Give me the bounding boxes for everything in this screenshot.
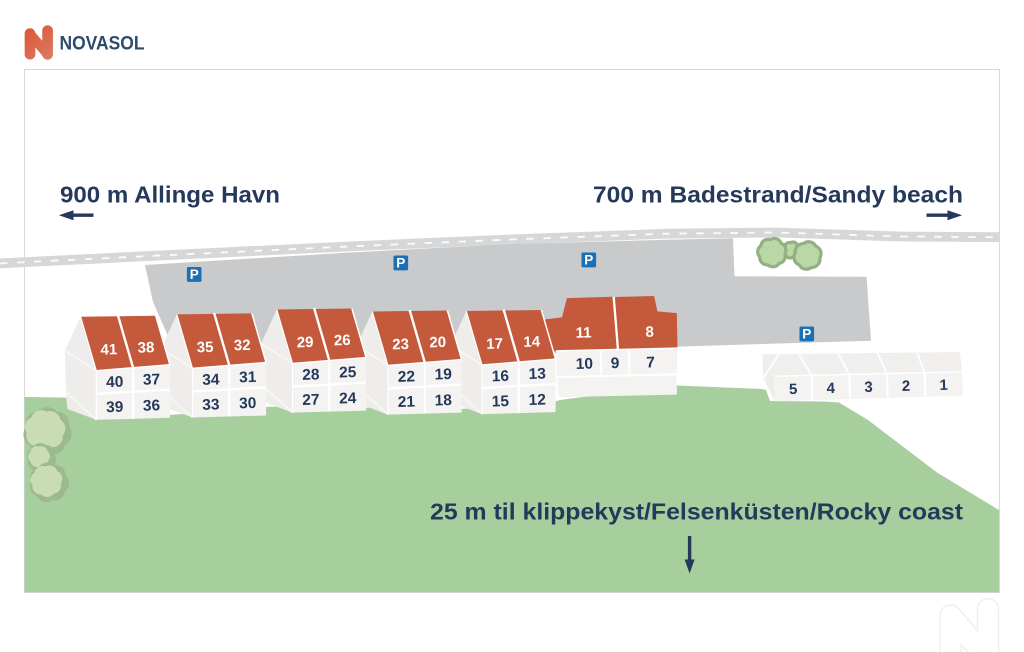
- svg-text:25 m til klippekyst/Felsenküst: 25 m til klippekyst/Felsenküsten/Rocky c…: [430, 499, 963, 525]
- svg-text:26: 26: [334, 332, 351, 349]
- svg-text:10: 10: [576, 356, 594, 373]
- svg-text:21: 21: [398, 394, 416, 411]
- svg-text:35: 35: [197, 339, 214, 356]
- svg-text:P: P: [802, 327, 811, 342]
- svg-text:20: 20: [429, 334, 446, 351]
- svg-text:P: P: [190, 267, 199, 282]
- svg-text:34: 34: [202, 371, 220, 388]
- svg-text:24: 24: [339, 390, 357, 407]
- svg-text:700 m Badestrand/Sandy beach: 700 m Badestrand/Sandy beach: [593, 182, 963, 208]
- svg-text:22: 22: [398, 368, 416, 385]
- svg-text:15: 15: [492, 393, 510, 410]
- svg-text:4: 4: [826, 380, 835, 397]
- svg-text:27: 27: [302, 392, 320, 409]
- svg-text:5: 5: [789, 381, 798, 398]
- svg-text:17: 17: [486, 335, 503, 352]
- svg-text:16: 16: [492, 368, 510, 385]
- svg-text:32: 32: [234, 337, 251, 354]
- svg-text:31: 31: [239, 369, 257, 386]
- svg-text:37: 37: [143, 371, 161, 388]
- svg-text:41: 41: [100, 341, 117, 358]
- svg-text:8: 8: [645, 324, 654, 341]
- svg-text:P: P: [396, 256, 405, 271]
- svg-text:11: 11: [575, 324, 591, 341]
- svg-text:13: 13: [528, 366, 546, 383]
- svg-text:1: 1: [939, 377, 948, 394]
- svg-text:NOVASOL: NOVASOL: [60, 34, 145, 55]
- svg-text:7: 7: [646, 354, 655, 371]
- svg-text:30: 30: [239, 395, 257, 412]
- svg-text:28: 28: [302, 366, 320, 383]
- svg-text:23: 23: [392, 336, 409, 353]
- svg-text:900 m Allinge Havn: 900 m Allinge Havn: [60, 182, 280, 208]
- svg-text:3: 3: [864, 379, 873, 396]
- svg-text:25: 25: [339, 364, 357, 381]
- svg-text:P: P: [584, 253, 593, 268]
- svg-text:12: 12: [528, 392, 546, 409]
- svg-text:33: 33: [202, 396, 220, 413]
- svg-text:40: 40: [106, 374, 124, 391]
- svg-text:39: 39: [106, 399, 124, 416]
- svg-text:19: 19: [434, 366, 452, 383]
- svg-text:9: 9: [611, 355, 620, 372]
- svg-text:38: 38: [137, 339, 154, 356]
- svg-text:29: 29: [297, 334, 314, 351]
- svg-text:36: 36: [143, 397, 161, 414]
- svg-text:18: 18: [434, 392, 452, 409]
- svg-text:2: 2: [902, 378, 911, 395]
- svg-text:14: 14: [523, 333, 541, 350]
